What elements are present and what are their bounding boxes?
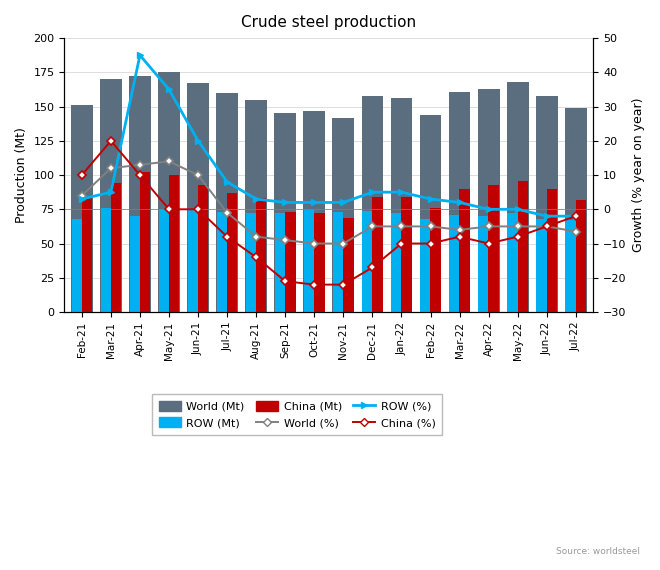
Title: Crude steel production: Crude steel production — [242, 15, 416, 30]
Bar — [256, 198, 267, 312]
Bar — [401, 197, 412, 312]
Bar — [420, 115, 442, 312]
Bar — [158, 72, 180, 312]
Bar — [158, 209, 169, 312]
Bar — [285, 212, 296, 312]
Bar — [372, 197, 383, 312]
Bar — [333, 117, 354, 312]
Bar — [362, 211, 372, 312]
Bar — [488, 185, 499, 312]
Bar — [246, 213, 256, 312]
Bar — [478, 216, 489, 312]
Bar — [566, 220, 576, 312]
Bar — [71, 105, 93, 312]
Bar — [459, 189, 470, 312]
Text: Source: worldsteel: Source: worldsteel — [556, 547, 640, 556]
Bar — [304, 111, 325, 312]
Bar — [576, 200, 586, 312]
Bar — [304, 209, 314, 312]
Bar — [71, 219, 82, 312]
Bar — [216, 93, 238, 312]
Bar — [420, 219, 431, 312]
Bar — [314, 213, 325, 312]
Bar — [187, 83, 209, 312]
Bar — [536, 96, 558, 312]
Y-axis label: Growth (% year on year): Growth (% year on year) — [632, 98, 645, 253]
Bar — [537, 219, 547, 312]
Bar — [343, 218, 354, 312]
Bar — [111, 184, 121, 312]
Bar — [129, 76, 151, 312]
Bar — [275, 113, 296, 312]
Y-axis label: Production (Mt): Production (Mt) — [15, 127, 28, 223]
Bar — [517, 181, 528, 312]
Bar — [198, 185, 209, 312]
Bar — [391, 99, 412, 312]
Bar — [565, 108, 587, 312]
Bar — [333, 212, 343, 312]
Bar — [100, 208, 111, 312]
Bar — [82, 198, 92, 312]
Bar — [362, 96, 383, 312]
Bar — [129, 216, 140, 312]
Bar — [449, 215, 460, 312]
Bar — [507, 82, 529, 312]
Bar — [478, 89, 500, 312]
Bar — [100, 79, 122, 312]
Bar — [216, 212, 227, 312]
Bar — [449, 92, 471, 312]
Bar — [546, 189, 557, 312]
Bar — [275, 213, 285, 312]
Bar — [508, 213, 518, 312]
Bar — [391, 213, 401, 312]
Bar — [187, 209, 198, 312]
Bar — [169, 175, 180, 312]
Legend: World (Mt), ROW (Mt), China (Mt), World (%), ROW (%), China (%): World (Mt), ROW (Mt), China (Mt), World … — [152, 394, 442, 435]
Bar — [430, 208, 441, 312]
Bar — [246, 100, 267, 312]
Bar — [140, 172, 150, 312]
Bar — [227, 193, 238, 312]
